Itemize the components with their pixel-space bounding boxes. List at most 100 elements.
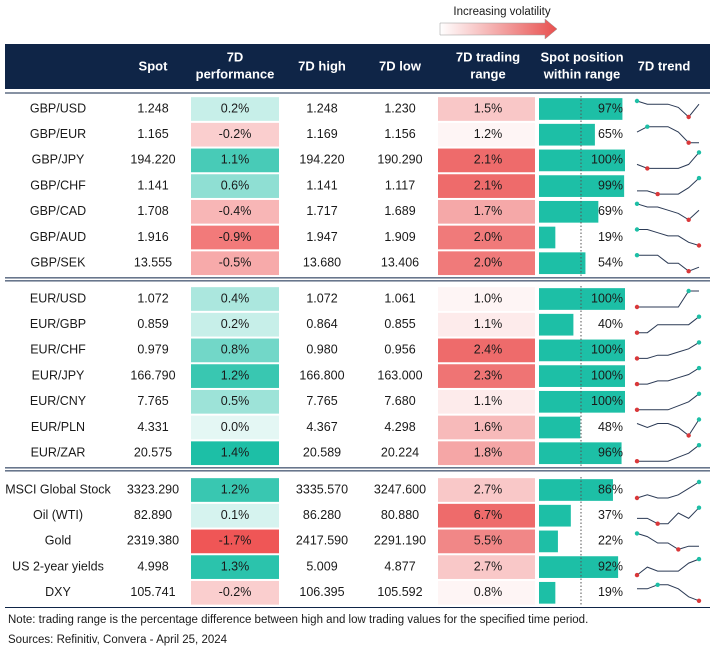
trend-line	[636, 152, 700, 169]
position-bar	[539, 390, 625, 413]
range-cell	[438, 225, 535, 250]
range-cell	[438, 555, 535, 579]
position-bar	[539, 504, 571, 527]
cell-value: 80.880	[381, 508, 419, 522]
trend-low	[686, 114, 691, 120]
performance-cell	[191, 580, 279, 605]
cell-value: 1.0%	[474, 291, 503, 305]
position-value: 69%	[598, 204, 623, 218]
position-value: 97%	[598, 101, 623, 115]
cell-value: 1.717	[306, 204, 337, 218]
cell-value: 2.4%	[474, 343, 503, 357]
trend-high	[696, 556, 702, 562]
cell-value: -0.5%	[219, 255, 252, 269]
cell-value: 20.589	[303, 445, 341, 459]
cell-value: 0.8%	[221, 343, 250, 357]
trend-low	[696, 598, 702, 603]
trend-line	[636, 532, 699, 550]
cell-value: 0.864	[306, 317, 337, 331]
row-label: GBP/USD	[30, 101, 86, 115]
cell-value: -0.9%	[219, 230, 252, 244]
performance-cell	[191, 148, 279, 173]
cell-value: 1.117	[385, 178, 415, 192]
cell-value: 7.680	[384, 394, 415, 408]
cell-value: 2.1%	[474, 178, 503, 192]
cell-value: 1.072	[137, 291, 168, 305]
trend-line	[637, 367, 700, 385]
cell-value: 5.5%	[474, 534, 503, 548]
cell-value: 0.855	[384, 317, 415, 331]
row-label: EUR/CHF	[30, 343, 86, 357]
performance-cell	[191, 415, 279, 440]
trend-low	[634, 572, 640, 578]
trend-line	[636, 558, 700, 576]
cell-value: 1.947	[306, 230, 337, 244]
row-label: GBP/EUR	[30, 127, 86, 141]
cell-value: 0.859	[137, 317, 168, 331]
performance-cell	[191, 478, 279, 502]
trend-line	[637, 177, 700, 195]
cell-value: 1.2%	[221, 482, 250, 496]
cell-value: 2.7%	[474, 559, 503, 573]
position-bar	[539, 530, 558, 553]
cell-value: 1.8%	[474, 445, 503, 459]
trend-high	[696, 391, 702, 396]
row-label: GBP/CAD	[30, 204, 86, 218]
range-cell	[438, 415, 535, 440]
cell-value: 1.708	[137, 204, 168, 218]
cell-value: 1.916	[137, 230, 168, 244]
performance-cell	[191, 503, 279, 528]
trend-low	[634, 381, 640, 387]
range-cell	[438, 338, 535, 363]
position-value: 19%	[598, 230, 623, 244]
trend-line	[637, 444, 700, 462]
row-label: GBP/SEK	[31, 255, 87, 269]
row-label: GBP/AUD	[30, 230, 86, 244]
trend-high	[696, 150, 702, 155]
performance-cell	[191, 555, 279, 579]
cell-value: 1.909	[384, 230, 415, 244]
cell-value: 1.141	[306, 178, 337, 192]
legend-arrow	[439, 18, 558, 40]
cell-value: 2.0%	[474, 255, 503, 269]
cell-value: 1.689	[384, 204, 415, 218]
position-value: 100%	[591, 153, 623, 167]
cell-value: 2291.190	[374, 534, 426, 548]
cell-value: 0.8%	[474, 585, 503, 599]
row-label: US 2-year yields	[12, 559, 104, 573]
trend-low	[686, 269, 691, 274]
cell-value: 20.575	[134, 445, 172, 459]
trend-line	[636, 126, 699, 144]
cell-value: 13.555	[134, 255, 172, 269]
trend-low	[686, 217, 691, 222]
column-header: 7D	[227, 49, 244, 64]
cell-value: 7.765	[137, 394, 168, 408]
cell-value: 13.680	[303, 255, 341, 269]
row-label: EUR/ZAR	[31, 445, 86, 459]
column-header: Spot	[139, 58, 169, 73]
trend-line	[637, 584, 700, 602]
trend-line	[637, 341, 700, 359]
column-header: Spot position	[540, 49, 623, 64]
performance-cell	[191, 312, 279, 337]
trend-high	[696, 365, 702, 371]
cell-value: 2319.380	[127, 534, 179, 548]
cell-value: 0.956	[384, 343, 415, 357]
column-header: 7D trading	[456, 49, 520, 64]
cell-value: -0.4%	[219, 204, 252, 218]
position-value: 100%	[591, 343, 623, 357]
cell-value: 1.2%	[221, 368, 250, 382]
cell-value: 82.890	[134, 508, 172, 522]
cell-value: 1.165	[137, 127, 168, 141]
trend-low	[634, 304, 640, 310]
row-label: MSCI Global Stock	[5, 482, 111, 496]
performance-cell	[191, 122, 279, 147]
cell-value: 2417.590	[296, 534, 348, 548]
trend-high	[634, 253, 640, 258]
sources: Sources: Refinitiv, Convera - April 25, …	[8, 634, 228, 646]
performance-cell	[191, 364, 279, 388]
trend-high	[634, 531, 640, 536]
trend-low	[634, 356, 640, 361]
range-cell	[438, 312, 535, 337]
cell-value: 0.6%	[221, 178, 250, 192]
